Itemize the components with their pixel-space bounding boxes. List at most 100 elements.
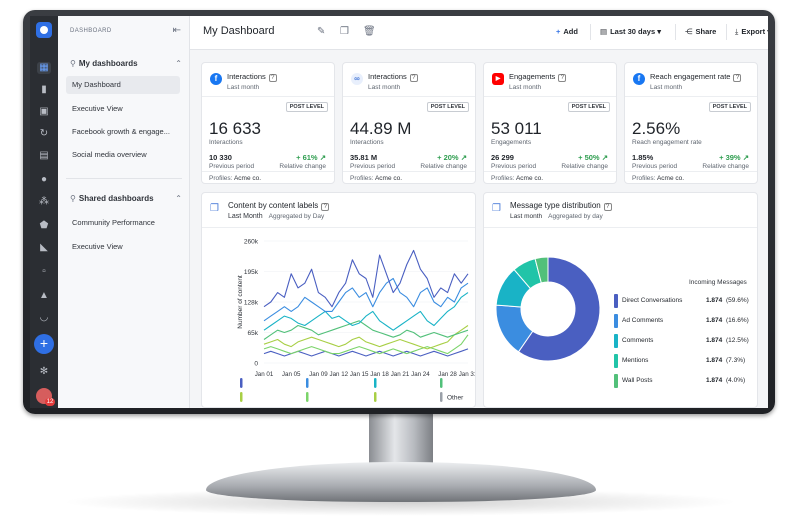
settings-gear-icon[interactable]: ✻ bbox=[39, 366, 49, 377]
post-level-badge: POST LEVEL bbox=[285, 102, 328, 112]
donut-legend-row: Ad Comments 1.874 (16.6%) bbox=[614, 314, 749, 328]
trend-up-icon: ↗ bbox=[601, 153, 608, 162]
kpi-change-label: Relative change bbox=[702, 163, 749, 170]
kpi-previous-label: Previous period bbox=[209, 163, 255, 170]
kpi-previous-label: Previous period bbox=[632, 163, 678, 170]
date-range-dropdown[interactable]: ▤ Last 30 days ▾ bbox=[600, 27, 661, 36]
legend-percent: (7.3%) bbox=[726, 357, 746, 364]
kpi-title: Interactions? bbox=[227, 72, 277, 82]
donut-legend-row: Comments 1.874 (12.5%) bbox=[614, 334, 749, 348]
kpi-profiles: Profiles: Acme co. bbox=[632, 175, 685, 182]
refresh-icon[interactable]: ↻ bbox=[39, 128, 49, 139]
legend-other-label: Other bbox=[447, 395, 464, 402]
sidebar-item-my-dashboard[interactable]: My Dashboard bbox=[66, 76, 180, 94]
share-icon: ⋲ bbox=[685, 27, 693, 36]
card-divider bbox=[625, 96, 757, 97]
monitor-neck bbox=[369, 412, 433, 470]
network-icon[interactable]: ⁂ bbox=[39, 196, 49, 207]
help-icon[interactable]: ? bbox=[268, 74, 277, 82]
help-icon[interactable]: ? bbox=[409, 74, 418, 82]
kpi-period: Last month bbox=[227, 84, 260, 91]
help-icon[interactable]: ? bbox=[321, 203, 330, 211]
x-tick-label: Jan 05 bbox=[282, 371, 301, 378]
content-labels-panel: ❐ Content by content labels? Last Month A… bbox=[201, 192, 476, 408]
image-icon[interactable]: ▣ bbox=[39, 106, 49, 117]
donut-chart bbox=[495, 256, 601, 362]
help-icon[interactable]: ? bbox=[733, 74, 742, 82]
donut-legend-row: Direct Conversations 1.874 (59.6%) bbox=[614, 294, 749, 308]
chevron-down-icon: ▾ bbox=[767, 27, 768, 36]
kpi-value-label: Interactions bbox=[350, 139, 384, 146]
card-divider bbox=[202, 171, 334, 172]
content-labels-icon: ❐ bbox=[210, 203, 219, 214]
kpi-previous: 26 299 bbox=[491, 153, 514, 162]
panel-title: Message type distribution? bbox=[510, 201, 612, 211]
help-icon[interactable]: ? bbox=[603, 203, 612, 211]
sidebar-item-executive-view[interactable]: Executive View bbox=[72, 104, 123, 113]
header-separator bbox=[675, 24, 676, 40]
legend-swatch bbox=[614, 294, 618, 308]
chevron-up-icon[interactable]: ⌃ bbox=[175, 59, 182, 68]
kpi-change: + 39% ↗ bbox=[719, 153, 749, 162]
sidebar-item-facebook-growth[interactable]: Facebook growth & engage... bbox=[72, 127, 170, 136]
post-level-badge: POST LEVEL bbox=[708, 102, 751, 112]
share-button[interactable]: ⋲ Share bbox=[685, 27, 716, 36]
add-button[interactable]: + Add bbox=[556, 27, 578, 36]
notification-badge: 12 bbox=[45, 398, 55, 406]
cart-icon[interactable]: ◡ bbox=[39, 312, 49, 323]
app-logo-icon[interactable] bbox=[36, 22, 52, 38]
kpi-change-label: Relative change bbox=[279, 163, 326, 170]
trend-up-icon: ↗ bbox=[742, 153, 749, 162]
kpi-card[interactable]: ∞ Interactions? Last month POST LEVEL 44… bbox=[342, 62, 476, 184]
y-tick-label: 195k bbox=[244, 269, 259, 276]
kpi-change-label: Relative change bbox=[561, 163, 608, 170]
kpi-profiles: Profiles: Acme co. bbox=[491, 175, 544, 182]
export-button[interactable]: ⤓Export ▾ bbox=[735, 27, 768, 37]
circle-icon[interactable]: ● bbox=[40, 174, 48, 185]
legend-swatch bbox=[440, 392, 443, 402]
facebook-icon: f bbox=[210, 73, 222, 85]
legend-value: 1.874 bbox=[706, 337, 723, 344]
donut-slice bbox=[517, 256, 601, 362]
edit-pencil-icon[interactable]: ✎ bbox=[317, 26, 326, 37]
megaphone-icon[interactable]: ◣ bbox=[40, 242, 48, 253]
dashboard-icon[interactable]: ▦ bbox=[37, 62, 51, 74]
facebook-icon: f bbox=[633, 73, 645, 85]
my-dashboards-section[interactable]: ⚲ My dashboards ⌃ bbox=[70, 59, 182, 68]
thumbs-up-icon[interactable]: ▲ bbox=[39, 290, 49, 301]
monitor-frame: ▦ ▮ ▣ ↻ ▤ ● ⁂ ⬟ ◣ ▫ ▲ ◡ + ✻ 12 DASHBOARD… bbox=[23, 10, 775, 414]
legend-label: Comments bbox=[622, 337, 654, 344]
y-axis-label: Number of content bbox=[237, 275, 244, 329]
sidebar-item-shared-executive-view[interactable]: Executive View bbox=[72, 242, 123, 251]
calendar-icon[interactable]: ▤ bbox=[39, 150, 49, 161]
card-divider bbox=[625, 171, 757, 172]
app-screen: ▦ ▮ ▣ ↻ ▤ ● ⁂ ⬟ ◣ ▫ ▲ ◡ + ✻ 12 DASHBOARD… bbox=[30, 16, 768, 408]
panel-divider bbox=[484, 227, 757, 228]
shared-dashboards-section[interactable]: ⚲ Shared dashboards ⌃ bbox=[70, 194, 182, 203]
legend-label: Direct Conversations bbox=[622, 297, 683, 304]
kpi-card[interactable]: f Reach engagement rate? Last month POST… bbox=[624, 62, 758, 184]
panel-subtitle: Last Month Aggregated by Day bbox=[228, 213, 325, 220]
legend-swatch bbox=[614, 334, 618, 348]
kpi-card[interactable]: ▶ Engagements? Last month POST LEVEL 53 … bbox=[483, 62, 617, 184]
trash-icon[interactable]: 🗑 bbox=[363, 26, 376, 37]
post-level-badge: POST LEVEL bbox=[426, 102, 469, 112]
chevron-up-icon[interactable]: ⌃ bbox=[175, 194, 182, 203]
bot-icon[interactable]: ▫ bbox=[42, 266, 46, 277]
x-tick-label: Jan 12 bbox=[330, 371, 349, 378]
x-tick-label: Jan 31 bbox=[459, 371, 476, 378]
shield-icon[interactable]: ⬟ bbox=[39, 220, 49, 231]
add-label: Add bbox=[563, 27, 578, 36]
help-icon[interactable]: ? bbox=[558, 74, 567, 82]
sidebar-divider bbox=[66, 178, 182, 179]
collapse-sidebar-icon[interactable]: ⇤ bbox=[172, 25, 181, 36]
icon-rail: ▦ ▮ ▣ ↻ ▤ ● ⁂ ⬟ ◣ ▫ ▲ ◡ + ✻ 12 bbox=[30, 16, 58, 408]
kpi-profiles: Profiles: Acme co. bbox=[209, 175, 262, 182]
create-button[interactable]: + bbox=[34, 334, 54, 354]
sidebar-item-social-overview[interactable]: Social media overview bbox=[72, 150, 147, 159]
analytics-icon[interactable]: ▮ bbox=[41, 84, 47, 95]
youtube-icon: ▶ bbox=[492, 73, 504, 85]
kpi-card[interactable]: f Interactions? Last month POST LEVEL 16… bbox=[201, 62, 335, 184]
sidebar-item-community-performance[interactable]: Community Performance bbox=[72, 218, 155, 227]
duplicate-icon[interactable]: ❐ bbox=[340, 26, 349, 37]
